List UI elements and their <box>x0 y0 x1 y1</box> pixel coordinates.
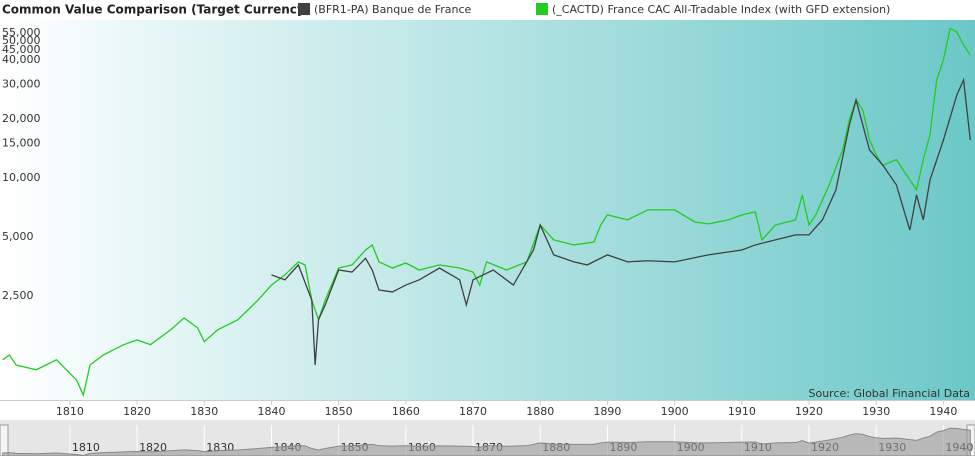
y-tick-label: 20,000 <box>2 112 41 125</box>
y-tick-label: 10,000 <box>2 171 41 184</box>
plot-background <box>0 20 975 400</box>
x-tick-label: 1830 <box>190 405 218 418</box>
legend-label[interactable]: (_CACTD) France CAC All-Tradable Index (… <box>552 3 890 16</box>
x-tick-label: 1810 <box>56 405 84 418</box>
y-tick-label: 2,500 <box>2 289 34 302</box>
legend-label[interactable]: (BFR1-PA) Banque de France <box>314 3 472 16</box>
legend-swatch[interactable] <box>298 3 310 15</box>
line <box>271 77 971 366</box>
navigator-tick-label: 1820 <box>139 441 167 454</box>
x-tick-label: 1900 <box>661 405 689 418</box>
x-tick-label: 1880 <box>526 405 554 418</box>
x-tick-label: 1930 <box>862 405 890 418</box>
navigator-area <box>2 427 971 456</box>
x-tick-label: 1940 <box>929 405 957 418</box>
x-tick-label: 1920 <box>795 405 823 418</box>
x-tick-label: 1910 <box>728 405 756 418</box>
x-tick-label: 1870 <box>459 405 487 418</box>
y-tick-label: 40,000 <box>2 53 41 66</box>
y-tick-label: 15,000 <box>2 136 41 149</box>
y-tick-label: 55,000 <box>2 26 41 39</box>
y-tick-label: 50,000 <box>2 34 41 47</box>
navigator-tick-label: 1810 <box>72 441 100 454</box>
y-tick-label: 45,000 <box>2 43 41 56</box>
legend-swatch[interactable] <box>536 3 548 15</box>
x-tick-label: 1890 <box>593 405 621 418</box>
chart-title: Common Value Comparison (Target Currency… <box>2 3 310 17</box>
x-tick-label: 1850 <box>325 405 353 418</box>
source: Source: Global Financial Data <box>809 387 971 400</box>
navigator-handle[interactable] <box>0 424 9 456</box>
x-tick-label: 1860 <box>392 405 420 418</box>
line <box>2 27 971 398</box>
y-tick-label: 5,000 <box>2 230 34 243</box>
x-tick-label: 1840 <box>257 405 285 418</box>
y-tick-label: 30,000 <box>2 77 41 90</box>
x-tick-label: 1820 <box>123 405 151 418</box>
